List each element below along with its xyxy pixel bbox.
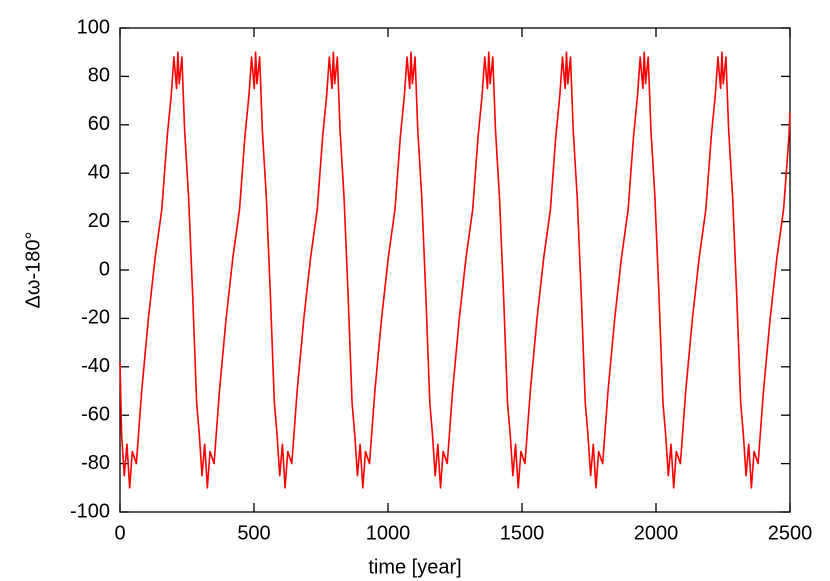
- y-tick-label: -100: [70, 500, 110, 522]
- y-tick-label: 40: [88, 161, 110, 183]
- y-axis-label: Δω-180°: [22, 231, 44, 308]
- x-tick-label: 1000: [366, 522, 411, 544]
- x-tick-label: 1500: [500, 522, 545, 544]
- y-tick-label: 80: [88, 65, 110, 87]
- y-tick-label: -80: [81, 452, 110, 474]
- y-tick-label: -40: [81, 355, 110, 377]
- x-tick-label: 2000: [634, 522, 679, 544]
- y-tick-label: 100: [77, 16, 110, 38]
- x-tick-label: 500: [237, 522, 270, 544]
- x-tick-label: 0: [114, 522, 125, 544]
- y-tick-label: 0: [99, 258, 110, 280]
- y-tick-label: -60: [81, 403, 110, 425]
- x-axis-label: time [year]: [368, 556, 461, 578]
- data-line: [119, 51, 791, 489]
- x-tick-label: 2500: [768, 522, 813, 544]
- y-tick-label: 60: [88, 113, 110, 135]
- y-tick-label: -20: [81, 307, 110, 329]
- y-tick-label: 20: [88, 210, 110, 232]
- plot-frame: [119, 27, 791, 513]
